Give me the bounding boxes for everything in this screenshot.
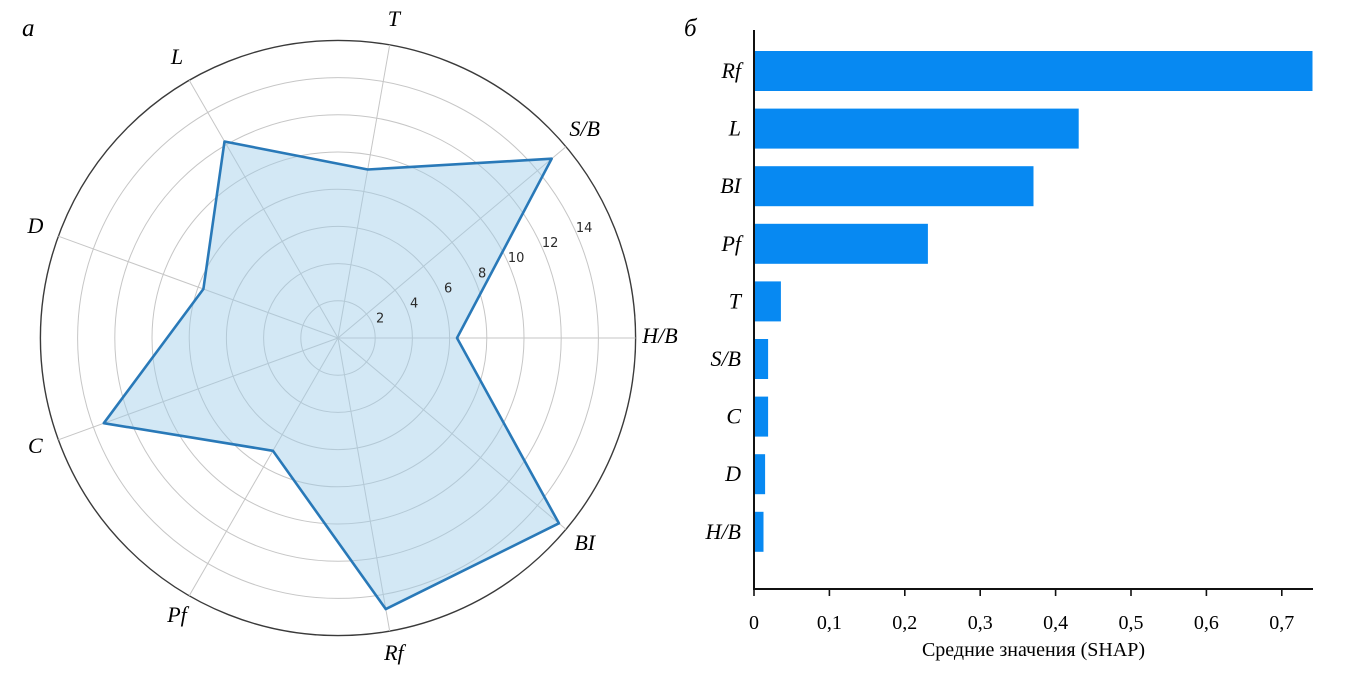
bar-category-label-C: C	[726, 404, 741, 429]
radar-axis-label-S-B: S/B	[569, 116, 600, 141]
radar-spoke-Rf	[337, 337, 391, 632]
bar-Pf	[754, 223, 928, 264]
radar-spoke-T	[337, 44, 391, 339]
radar-axis-label-Rf: Rf	[383, 640, 406, 665]
radar-axis-label-Pf: Pf	[166, 602, 189, 627]
x-tick-label-0,4: 0,4	[1043, 612, 1068, 634]
radar-axis-label-T: T	[388, 6, 402, 31]
radar-axis-label-BI: BI	[574, 530, 596, 555]
bar-category-label-S-B: S/B	[710, 346, 741, 371]
bar-category-label-D: D	[724, 461, 741, 486]
shap-bar-chart: Rf L BI Pf T S/B C D H/B 0 0,1 0,2 0,3 0,4 0,5 0,6 0,7 Ср…	[705, 30, 1313, 661]
x-tick-label-0,1: 0,1	[817, 612, 842, 634]
bar-category-label-L: L	[728, 116, 741, 141]
panel-label-b: б	[684, 15, 697, 42]
radar-chart: 2 4 6 8 10 12 14 T S/B H/B BI Rf Pf C D L	[26, 6, 677, 665]
radar-rtick-label-8: 8	[478, 266, 486, 281]
bar-L	[754, 108, 1079, 149]
radar-rtick-label-2: 2	[376, 312, 384, 327]
bar-category-label-Rf: Rf	[720, 58, 743, 83]
bar-category-label-H-B: H/B	[705, 519, 741, 544]
radar-rtick-label-12: 12	[542, 236, 559, 251]
x-axis-title: Средние значения (SHAP)	[922, 639, 1145, 661]
bar-D	[754, 454, 766, 495]
radar-axis-label-H-B: H/B	[641, 323, 677, 348]
radar-axis-label-C: C	[28, 433, 43, 458]
bar-category-label-T: T	[729, 288, 743, 313]
bar-category-label-Pf: Pf	[720, 231, 743, 256]
radar-rtick-label-10: 10	[508, 251, 525, 266]
x-tick-label-0,3: 0,3	[968, 612, 993, 634]
radar-spoke-L	[188, 80, 339, 339]
bar-category-label-BI: BI	[720, 173, 742, 198]
radar-rtick-label-4: 4	[410, 297, 418, 312]
bar-BI	[754, 166, 1034, 207]
x-tick-label-0,7: 0,7	[1269, 612, 1294, 634]
radar-rtick-label-14: 14	[576, 221, 593, 236]
radar-spoke-Pf	[188, 337, 339, 596]
radar-spoke-S-B	[337, 146, 567, 339]
x-tick-label-0,5: 0,5	[1119, 612, 1144, 634]
bar-S-B	[754, 339, 769, 379]
bar-T	[754, 281, 781, 322]
bar-C	[754, 396, 769, 437]
radar-rtick-label-6: 6	[444, 281, 452, 296]
radar-data-polygon	[102, 140, 561, 611]
x-tick-label-0,6: 0,6	[1194, 612, 1219, 634]
x-tick-label-0: 0	[749, 612, 759, 634]
radar-spoke-BI	[337, 337, 567, 530]
radar-axis-label-L: L	[170, 44, 183, 69]
radar-spoke-D	[58, 235, 339, 339]
x-tick-label-0,2: 0,2	[892, 612, 917, 634]
radar-axis-label-D: D	[26, 213, 43, 238]
panel-label-a: a	[22, 15, 35, 42]
bar-Rf	[754, 51, 1313, 91]
bar-H-B	[754, 511, 764, 552]
